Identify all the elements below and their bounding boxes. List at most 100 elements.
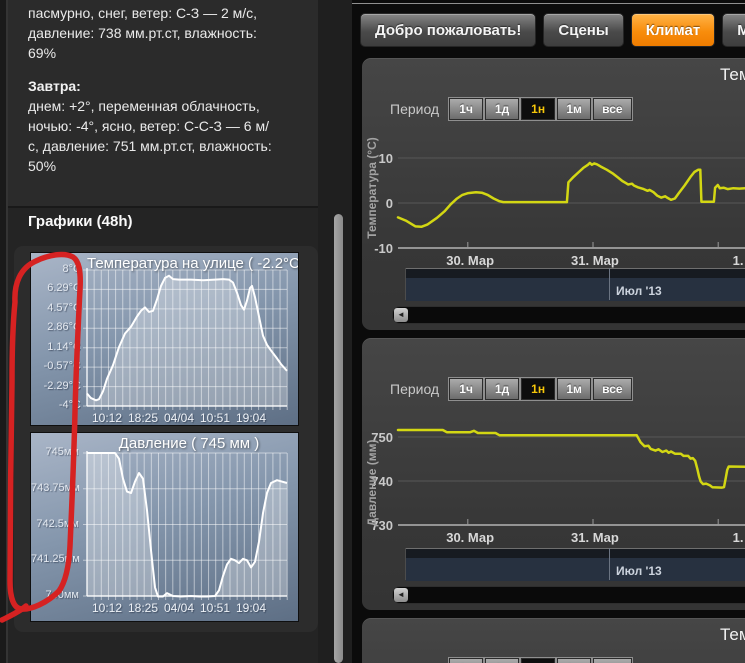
sidebar-edge-line (6, 0, 8, 663)
navigator-track (406, 548, 745, 558)
period-button-1н[interactable]: 1н (520, 97, 557, 121)
mini-x-tick-label: 04/04 (163, 411, 195, 425)
mini-x-tick-label: 10:51 (199, 601, 231, 615)
mini-y-tick-label: 745мм (45, 446, 79, 458)
period-button-1ч[interactable]: 1ч (448, 377, 485, 401)
navigator-month-label: Июл '13 (616, 564, 662, 578)
mini-y-tick-label: -4°C (58, 399, 81, 411)
sidebar-scrollbar[interactable] (334, 214, 343, 663)
mini-x-tick-label: 10:12 (91, 601, 123, 615)
x-tick-label: 30. Мар (446, 253, 494, 268)
mini-pressure-chart[interactable]: Давление ( 745 мм ) 745мм 743.75мм 742.5мм… (30, 432, 299, 622)
mini-pressure-title: Давление ( 745 мм ) (118, 435, 260, 452)
mini-y-tick-label: 740мм (45, 589, 79, 601)
x-tick-label: 31. Мар (571, 530, 619, 545)
mini-x-tick-label: 19:04 (235, 411, 267, 425)
mini-y-tick-label: 1.14°C (47, 340, 81, 353)
pressure-chart-panel: 750 740 730 30. Мар 31. Мар 1. Период 1ч 1д 1н 1м… (362, 338, 745, 610)
forecast-block-background (8, 0, 318, 206)
chart-hscrollbar[interactable]: ◄ (392, 586, 745, 604)
temperature-y-axis-title: Температура (°C) (365, 137, 379, 239)
graphs-section-title: Графики (48h) (28, 213, 133, 230)
mini-x-tick-label: 10:12 (91, 411, 123, 425)
x-tick-label: 31. Мар (571, 253, 619, 268)
mini-x-tick-label: 04/04 (163, 601, 195, 615)
period-button-1д[interactable]: 1д (484, 657, 521, 663)
x-tick-label: 1. (733, 530, 744, 545)
period-label: Период (390, 661, 439, 663)
mini-x-tick-label: 19:04 (235, 601, 267, 615)
navigator-range (406, 278, 745, 301)
tab-Сцены[interactable]: Сцены (543, 13, 624, 47)
chart-navigator[interactable]: Июл '13 (405, 548, 745, 581)
period-button-1ч[interactable]: 1ч (448, 97, 485, 121)
forecast-tomorrow-heading: Завтра: (28, 78, 81, 94)
mini-x-tick-label: 18:25 (127, 411, 159, 425)
mini-x-tick-label: 18:25 (127, 601, 159, 615)
mini-y-tick-label: 6.29°C (47, 282, 81, 295)
mini-x-tick-label: 10:51 (199, 411, 231, 425)
mini-y-tick-label: 741.25мм (31, 553, 79, 566)
period-button-1д[interactable]: 1д (484, 97, 521, 121)
pressure-y-axis-title: Давление (мм) (365, 439, 379, 527)
x-tick-label: 1. (733, 253, 744, 268)
forecast-today-text: пасмурно, снег, ветер: С-З — 2 м/с, давл… (28, 5, 258, 61)
mini-y-tick-label: 8°C (62, 263, 81, 275)
panel-top-hairline (352, 3, 745, 4)
mini-y-tick-label: -2.29°C (43, 379, 81, 392)
period-button-1ч[interactable]: 1ч (448, 657, 485, 663)
forecast-tomorrow-text: днем: +2°, переменная облачность, ночью:… (28, 98, 272, 174)
x-tick-label: 30. Мар (446, 530, 494, 545)
chart-hscrollbar[interactable]: ◄ (392, 306, 745, 324)
period-button-1м[interactable]: 1м (556, 377, 593, 401)
period-label: Период (390, 101, 440, 117)
tab-Медиа[interactable]: Медиа (722, 13, 745, 47)
scroll-left-icon[interactable]: ◄ (394, 588, 408, 602)
sidebar-left-edge (0, 0, 6, 663)
period-button-все[interactable]: все (592, 377, 633, 401)
mini-y-tick-label: 742.5мм (36, 517, 79, 530)
chart-navigator[interactable]: Июл '13 (405, 268, 745, 301)
mini-y-tick-label: 2.86°C (47, 321, 81, 334)
navigator-track (406, 268, 745, 278)
tab-Добро пожаловать![interactable]: Добро пожаловать! (360, 13, 537, 47)
period-label: Период (390, 381, 440, 397)
period-button-все[interactable]: все (592, 97, 633, 121)
mini-pressure-plot (83, 451, 288, 600)
tab-Климат[interactable]: Климат (630, 13, 716, 47)
navigator-month-divider (609, 548, 610, 580)
mini-y-tick-label: 743.75мм (31, 481, 79, 494)
period-button-1н[interactable]: 1н (520, 377, 557, 401)
mini-temperature-chart[interactable]: Температура на улице ( -2.2°C 8°C 6.29°C 4… (30, 252, 299, 426)
temperature-chart-panel: 10 0 -10 30. Мар 31. Мар 1. Тем Период 1ч 1д 1н 1… (362, 58, 745, 330)
period-button-1н[interactable]: 1н (520, 657, 557, 663)
section-divider (8, 206, 318, 208)
mini-y-tick-label: 4.57°C (47, 301, 81, 314)
navigator-range (406, 558, 745, 581)
weather-sidebar: пасмурно, снег, ветер: С-З — 2 м/с, давл… (0, 0, 352, 663)
period-button-1м[interactable]: 1м (556, 97, 593, 121)
third-panel-title: Тем (720, 625, 745, 644)
y-tick-label: 0 (386, 196, 393, 211)
mini-temperature-plot (83, 268, 288, 410)
period-button-1д[interactable]: 1д (484, 377, 521, 401)
period-button-все[interactable]: все (592, 657, 633, 663)
mini-y-tick-label: -0.57°C (43, 360, 81, 373)
navigator-month-divider (609, 268, 610, 300)
y-tick-label: 10 (379, 151, 393, 166)
period-button-1м[interactable]: 1м (556, 657, 593, 663)
scroll-left-icon[interactable]: ◄ (394, 308, 408, 322)
mini-temperature-title: Температура на улице ( -2.2°C (87, 255, 299, 272)
temperature-panel-title: Тем (720, 65, 745, 84)
navigator-month-label: Июл '13 (616, 284, 662, 298)
climate-main-panel: Добро пожаловать!СценыКлиматМедиа 100-10… (352, 0, 745, 663)
